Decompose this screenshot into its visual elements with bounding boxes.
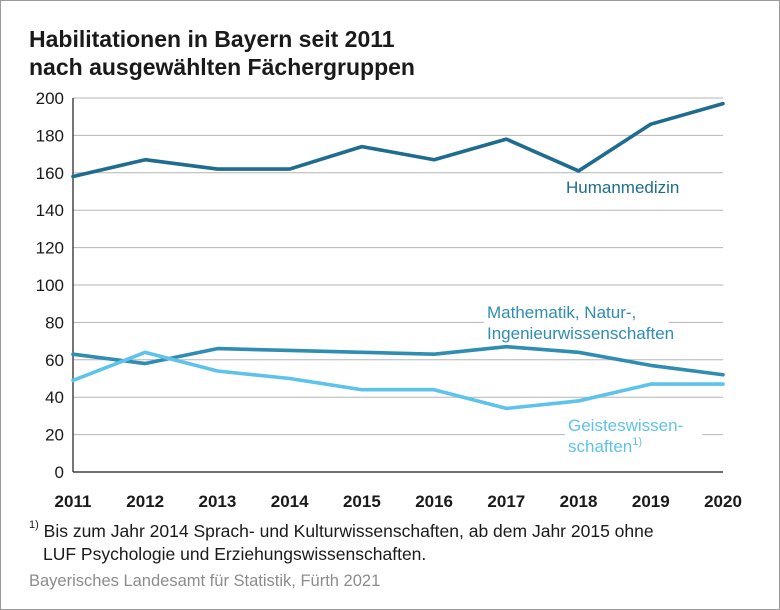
title-line-1: Habilitationen in Bayern seit 2011 xyxy=(29,26,395,52)
x-tick-label: 2019 xyxy=(632,492,670,511)
series-label-3: schaften1) xyxy=(568,436,642,456)
grid-lines xyxy=(73,97,723,436)
y-tick-label: 20 xyxy=(45,426,64,445)
x-axis-ticks: 2011 2012 2013 2014 2015 2016 2017 2018 2019 2020 xyxy=(55,492,742,511)
y-tick-label: 80 xyxy=(45,313,64,332)
x-tick-label: 2013 xyxy=(199,492,237,511)
x-tick-label: 2015 xyxy=(343,492,381,511)
series-label-bg xyxy=(484,323,707,344)
series-label-1: Humanmedizin xyxy=(566,178,679,197)
footnote-line-2: LUF Psychologie und Erziehungswissenscha… xyxy=(43,543,427,564)
y-tick-label: 120 xyxy=(36,239,64,258)
axes xyxy=(72,98,723,473)
y-tick-label: 0 xyxy=(55,463,64,482)
series-labels: Humanmedizin Mathematik, Natur-, Ingenieur… xyxy=(484,178,707,457)
series-line-1 xyxy=(71,101,725,179)
x-tick-label: 2016 xyxy=(415,492,453,511)
series-label-bg xyxy=(565,415,703,436)
x-tick-label: 2011 xyxy=(55,492,92,511)
y-tick-label: 200 xyxy=(36,89,64,108)
series-label-sup: 1) xyxy=(632,436,642,448)
source-note: Bayerisches Landesamt für Statistik, Für… xyxy=(29,572,381,590)
y-axis-ticks: 0 20 40 60 80 100 120 140 160 180 200 xyxy=(36,89,64,482)
footnote-marker: 1) xyxy=(29,519,39,531)
y-tick-label: 40 xyxy=(45,388,64,407)
x-tick-label: 2017 xyxy=(487,492,525,511)
series-line-2 xyxy=(71,344,725,377)
title-line-2: nach ausgewählten Fächergruppen xyxy=(29,54,415,80)
line-chart: 0 20 40 60 80 100 120 140 160 180 200 2011 2012 2013… xyxy=(36,89,742,511)
y-tick-label: 60 xyxy=(45,351,64,370)
series-line-3 xyxy=(71,350,725,411)
x-tick-label: 2012 xyxy=(126,492,164,511)
x-tick-label: 2014 xyxy=(271,492,309,511)
y-tick-label: 160 xyxy=(36,164,64,183)
series-label-3: Geisteswissen- xyxy=(568,416,683,435)
footnote: 1) Bis zum Jahr 2014 Sprach- und Kulturw… xyxy=(29,516,654,566)
footnote-line-1: Bis zum Jahr 2014 Sprach- und Kulturwiss… xyxy=(43,520,654,541)
x-tick-label: 2018 xyxy=(560,492,598,511)
chart-title: Habilitationen in Bayern seit 2011 nach … xyxy=(29,25,415,81)
x-tick-label: 2020 xyxy=(704,492,742,511)
series-label-2: Mathematik, Natur-, xyxy=(487,303,636,322)
series-label-2: Ingenieurwissenschaften xyxy=(487,324,674,343)
y-tick-label: 180 xyxy=(36,126,64,145)
y-tick-label: 100 xyxy=(36,276,64,295)
series-label-bg xyxy=(565,436,647,457)
series-lines xyxy=(71,101,725,411)
series-label-bg xyxy=(484,302,669,323)
y-tick-label: 140 xyxy=(36,201,64,220)
